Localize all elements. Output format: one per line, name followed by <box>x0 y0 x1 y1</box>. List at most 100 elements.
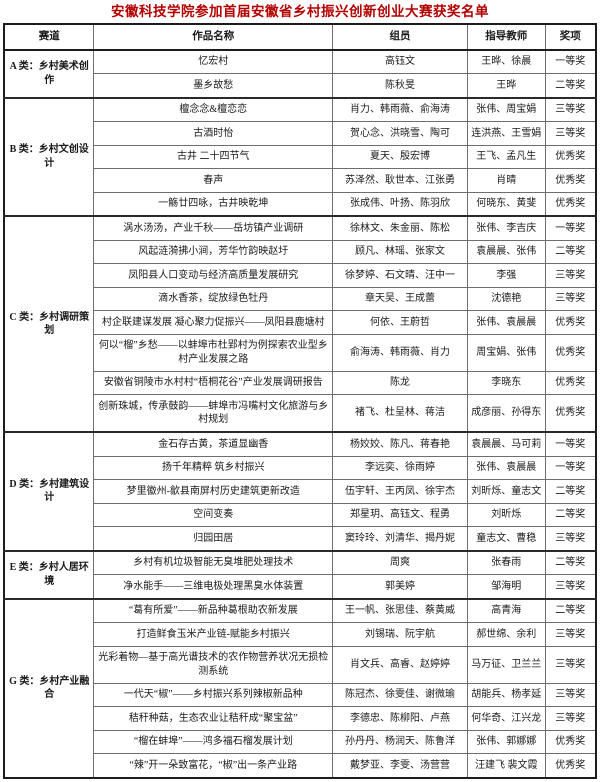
work-name-cell: 古酒时怡 <box>93 121 334 146</box>
advisors-cell: 马万征、卫兰兰 <box>467 645 546 684</box>
work-name-cell: 金石存古黄，茶道显幽香 <box>93 431 334 457</box>
work-name-cell: 一代天“椒”——乡村振兴系列辣椒新品种 <box>93 682 334 707</box>
table-row: 创新珠城，传承鼓韵——蚌埠市冯嘴村文化旅游与乡村规划 褚飞、杜呈林、蒋洁 成彦丽、孙… <box>4 394 597 433</box>
members-cell: 窦玲玲、刘清华、揭丹妮 <box>332 526 469 551</box>
advisors-cell: 王晔 <box>467 73 546 98</box>
award-cell: 优秀奖 <box>544 753 597 778</box>
table-row: E 类：乡村人居环境 乡村有机垃圾智能无臭堆肥处理技术 周爽 张春雨 二等奖 <box>3 549 597 599</box>
members-cell: 徐林文、朱金丽、陈松 <box>332 215 469 241</box>
award-cell: 优秀奖 <box>544 310 597 335</box>
table-row: 归园田居 窦玲玲、刘清华、揭丹妮 童志文、曹稳 三等奖 <box>4 526 597 551</box>
members-cell: 贺心念、洪晓雪、陶可 <box>332 121 469 146</box>
advisors-cell: 张伟、郭娜娜 <box>467 729 546 754</box>
table-row: 墨乡故愁 陈秋旻 王晔 二等奖 <box>4 73 597 98</box>
track-cell: E 类：乡村人居环境 <box>3 549 95 599</box>
work-name-cell: 村企联建谋发展 凝心聚力促振兴——凤阳县鹿塘村 <box>93 310 334 335</box>
members-cell: 褚飞、杜呈林、蒋洁 <box>332 394 469 433</box>
members-cell: 顾凡、林瑶、张家文 <box>332 239 469 264</box>
award-cell: 三等奖 <box>544 526 597 551</box>
award-cell: 三等奖 <box>544 96 597 122</box>
table-row: 扬千年精粹 筑乡村振兴 李远奕、徐雨婷 张伟、袁晨晨 一等奖 <box>4 455 597 480</box>
advisors-cell: 李强 <box>467 263 546 288</box>
members-cell: 伍宇轩、王丙凤、徐宇杰 <box>332 479 469 504</box>
header-advisors: 指导教师 <box>467 23 546 51</box>
work-name-cell: “辣”开一朵致富花，“椒”出一条产业路 <box>93 753 334 778</box>
table-row: 打造鲜食玉米产业链-赋能乡村振兴 刘锡瑞、阮宇航 郝世绵、余利 三等奖 <box>4 622 597 647</box>
work-name-cell: 净水能手——三维电极处理黑臭水体装置 <box>93 574 334 599</box>
table-row: 凤阳县人口变动与经济高质量发展研究 徐梦婷、石文晴、汪中一 李强 三等奖 <box>4 263 597 288</box>
advisors-cell: 张伟、周宝娟 <box>467 96 546 122</box>
advisors-cell: 袁晨晨、张伟 <box>467 239 546 264</box>
award-cell: 三等奖 <box>544 574 597 599</box>
advisors-cell: 高青海 <box>467 597 546 623</box>
award-cell: 优秀奖 <box>544 370 597 395</box>
members-cell: 戴梦亚、李雯、汤营营 <box>332 753 469 778</box>
table-header-row: 赛道 作品名称 组员 指导教师 奖项 <box>3 23 597 51</box>
advisors-cell: 邹海明 <box>467 574 546 599</box>
table-row: 风起涟漪拂小涧，芳华竹韵映赵圩 顾凡、林瑶、张家文 袁晨晨、张伟 二等奖 <box>4 239 597 264</box>
advisors-cell: 连洪燕、王雪娟 <box>467 121 546 146</box>
work-name-cell: 一觞廿四咏，古井映乾坤 <box>93 191 334 217</box>
award-cell: 优秀奖 <box>544 394 597 433</box>
members-cell: 郑星玥、高钰文、程勇 <box>332 502 469 527</box>
advisors-cell: 李晓东 <box>467 370 546 395</box>
table-row: C 类：乡村调研策划 涡水汤汤，产业千秋——岳坊镇产业调研 徐林文、朱金丽、陈松 张伟… <box>3 215 597 433</box>
members-cell: 高钰文 <box>332 48 469 74</box>
award-cell: 优秀奖 <box>544 168 597 193</box>
award-cell: 二等奖 <box>544 239 597 264</box>
award-cell: 二等奖 <box>544 479 597 504</box>
members-cell: 陈冠杰、徐雯佳、谢微瑜 <box>332 682 469 707</box>
work-name-cell: 春声 <box>93 168 334 193</box>
members-cell: 郭美婷 <box>332 574 469 599</box>
members-cell: 何依、王蔚哲 <box>332 310 469 335</box>
work-name-cell: 光彩着物—基于高光谱技术的农作物营养状况无损检测系统 <box>93 645 334 684</box>
award-cell: 三等奖 <box>544 682 597 707</box>
award-cell: 一等奖 <box>544 215 597 241</box>
table-row: 一代天“椒”——乡村振兴系列辣椒新品种 陈冠杰、徐雯佳、谢微瑜 胡能兵、杨孝延 三等奖 <box>4 682 597 707</box>
work-name-cell: 忆宏村 <box>93 48 334 74</box>
award-cell: 优秀奖 <box>544 144 597 169</box>
table-row: B 类：乡村文创设计 檀念念&檀恋恋 肖力、韩雨薇、俞海涛 张伟、周宝娟 三等奖 <box>3 96 597 217</box>
advisors-cell: 何华奇、江兴龙 <box>467 706 546 731</box>
work-name-cell: 檀念念&檀恋恋 <box>93 96 334 122</box>
table-row: 春声 苏泽然、耿世本、江张勇 肖晴 优秀奖 <box>4 168 597 193</box>
work-name-cell: 乡村有机垃圾智能无臭堆肥处理技术 <box>93 549 334 575</box>
award-cell: 二等奖 <box>544 549 597 575</box>
table-row: 一觞廿四咏，古井映乾坤 张成伟、叶扬、陈羽欣 何晓东、黄斐 优秀奖 <box>4 191 597 217</box>
members-cell: 张成伟、叶扬、陈羽欣 <box>332 191 469 217</box>
page-title: 安徽科技学院参加首届安徽省乡村振兴创新创业大赛获奖名单 <box>111 4 489 19</box>
advisors-cell: 郝世绵、余利 <box>467 622 546 647</box>
table-row: 村企联建谋发展 凝心聚力促振兴——凤阳县鹿塘村 何依、王蔚哲 张伟、袁晨晨 优秀奖 <box>4 310 597 335</box>
members-cell: 周爽 <box>332 549 469 575</box>
header-track: 赛道 <box>3 23 95 51</box>
award-cell: 一等奖 <box>544 455 597 480</box>
work-name-cell: 风起涟漪拂小涧，芳华竹韵映赵圩 <box>93 239 334 264</box>
header-members: 组员 <box>332 23 469 51</box>
table-row: 安徽省铜陵市水村村“梧桐花谷”产业发展调研报告 陈龙 李晓东 优秀奖 <box>4 370 597 395</box>
work-name-cell: 凤阳县人口变动与经济高质量发展研究 <box>93 263 334 288</box>
track-cell: A 类：乡村美术创作 <box>3 48 95 98</box>
table-row: 秸秆种菇，生态农业让秸秆成“聚宝盆” 李德忠、陈柳阳、卢燕 何华奇、江兴龙 三等奖 <box>4 706 597 731</box>
members-cell: 陈秋旻 <box>332 73 469 98</box>
members-cell: 肖文兵、高睿、赵婷婷 <box>332 645 469 684</box>
members-cell: 陈龙 <box>332 370 469 395</box>
award-cell: 优秀奖 <box>544 333 597 372</box>
members-cell: 章天吴、王成蕾 <box>332 286 469 311</box>
advisors-cell: 何晓东、黄斐 <box>467 191 546 217</box>
table-row: D 类：乡村建筑设计 金石存古黄，茶道显幽香 杨姣姣、陈凡、蒋春艳 袁晨晨、马可莉 一等… <box>3 431 597 551</box>
award-cell: 二等奖 <box>544 73 597 98</box>
work-name-cell: 涡水汤汤，产业千秋——岳坊镇产业调研 <box>93 215 334 241</box>
award-cell: 一等奖 <box>544 431 597 457</box>
table-row: 光彩着物—基于高光谱技术的农作物营养状况无损检测系统 肖文兵、高睿、赵婷婷 马万征、… <box>4 645 597 684</box>
work-name-cell: 归园田居 <box>93 526 334 551</box>
work-name-cell: “葛有所爱”——新品种葛根助农新发展 <box>93 597 334 623</box>
work-name-cell: 古井 二十四节气 <box>93 144 334 169</box>
work-name-cell: 空间变奏 <box>93 502 334 527</box>
table-row: A 类：乡村美术创作 忆宏村 高钰文 王晔、徐晨 一等奖 <box>3 48 597 98</box>
track-cell: C 类：乡村调研策划 <box>3 215 95 433</box>
advisors-cell: 周宝娟、张伟 <box>467 333 546 372</box>
members-cell: 肖力、韩雨薇、俞海涛 <box>332 96 469 122</box>
work-name-cell: 墨乡故愁 <box>93 73 334 98</box>
track-cell: B 类：乡村文创设计 <box>3 96 95 217</box>
